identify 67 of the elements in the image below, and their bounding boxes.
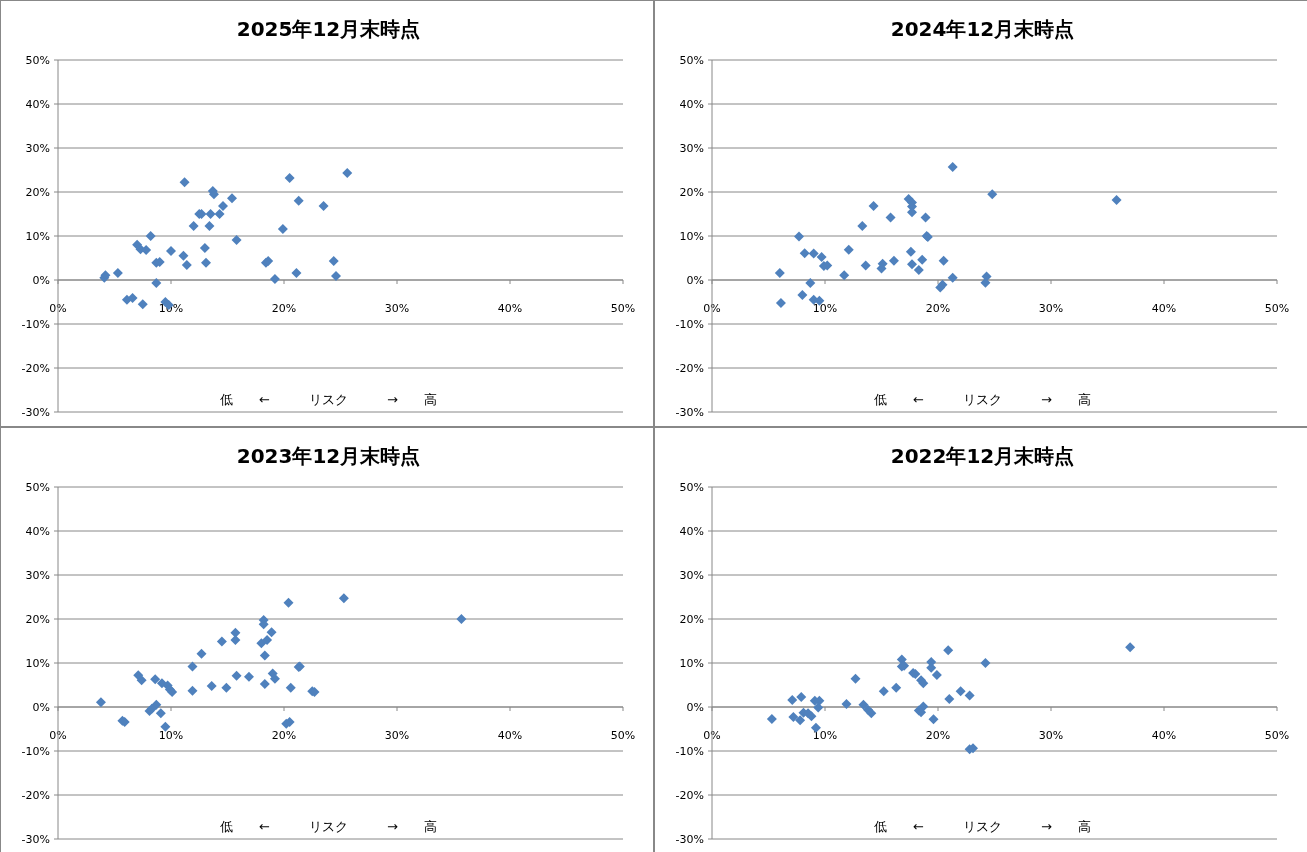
y-tick-label: 0% <box>32 274 50 287</box>
y-tick-label: -10% <box>675 318 704 331</box>
y-tick-label: 0% <box>686 701 704 714</box>
y-tick-label: -20% <box>675 362 704 375</box>
chart-title: 2022年12月末時点 <box>890 444 1075 468</box>
y-tick-label: 40% <box>25 98 50 111</box>
y-tick-label: -30% <box>21 406 50 419</box>
x-tick-label: 50% <box>1264 302 1290 315</box>
y-tick-label: 30% <box>679 142 704 155</box>
annotation: 低 ← リスク → 高 <box>220 819 437 834</box>
x-tick-label: 10% <box>158 729 184 742</box>
x-tick-label: 30% <box>384 302 410 315</box>
y-tick-label: -10% <box>21 318 50 331</box>
chart-title: 2024年12月末時点 <box>890 17 1075 41</box>
x-tick-label: 20% <box>925 729 951 742</box>
x-tick-label: 0% <box>703 729 721 742</box>
annotation: 低 ← リスク → 高 <box>220 392 437 407</box>
x-tick-label: 50% <box>1264 729 1290 742</box>
y-tick-label: 20% <box>25 613 50 626</box>
y-tick-label: 10% <box>679 230 704 243</box>
x-tick-label: 0% <box>703 302 721 315</box>
x-tick-label: 20% <box>271 302 297 315</box>
y-tick-label: 10% <box>25 657 50 670</box>
y-tick-label: -10% <box>675 745 704 758</box>
y-tick-label: 10% <box>679 657 704 670</box>
x-tick-label: 20% <box>925 302 951 315</box>
x-tick-label: 50% <box>610 729 636 742</box>
y-tick-label: 30% <box>25 142 50 155</box>
x-tick-label: 10% <box>812 729 838 742</box>
y-tick-label: 50% <box>679 481 704 494</box>
x-tick-label: 40% <box>1151 729 1177 742</box>
chart-title: 2025年12月末時点 <box>236 17 421 41</box>
y-tick-label: -30% <box>675 833 704 846</box>
y-tick-label: 50% <box>25 54 50 67</box>
y-tick-label: 30% <box>679 569 704 582</box>
y-tick-label: -30% <box>21 833 50 846</box>
y-tick-label: 0% <box>32 701 50 714</box>
x-tick-label: 30% <box>384 729 410 742</box>
x-tick-label: 30% <box>1038 302 1064 315</box>
y-tick-label: 20% <box>25 186 50 199</box>
annotation: 低 ← リスク → 高 <box>874 392 1091 407</box>
y-tick-label: 0% <box>686 274 704 287</box>
y-tick-label: 40% <box>679 98 704 111</box>
y-tick-label: 20% <box>679 186 704 199</box>
y-tick-label: -10% <box>21 745 50 758</box>
y-tick-label: -30% <box>675 406 704 419</box>
y-tick-label: 20% <box>679 613 704 626</box>
x-tick-label: 10% <box>812 302 838 315</box>
x-tick-label: 30% <box>1038 729 1064 742</box>
x-tick-label: 40% <box>497 302 523 315</box>
y-tick-label: -20% <box>21 789 50 802</box>
y-tick-label: -20% <box>675 789 704 802</box>
y-tick-label: 40% <box>679 525 704 538</box>
x-tick-label: 40% <box>497 729 523 742</box>
x-tick-label: 0% <box>49 729 67 742</box>
x-tick-label: 20% <box>271 729 297 742</box>
y-tick-label: 30% <box>25 569 50 582</box>
y-tick-label: 40% <box>25 525 50 538</box>
x-tick-label: 0% <box>49 302 67 315</box>
y-tick-label: 50% <box>25 481 50 494</box>
chart-title: 2023年12月末時点 <box>236 444 421 468</box>
x-tick-label: 40% <box>1151 302 1177 315</box>
x-tick-label: 50% <box>610 302 636 315</box>
y-tick-label: 10% <box>25 230 50 243</box>
y-tick-label: 50% <box>679 54 704 67</box>
y-tick-label: -20% <box>21 362 50 375</box>
annotation: 低 ← リスク → 高 <box>874 819 1091 834</box>
